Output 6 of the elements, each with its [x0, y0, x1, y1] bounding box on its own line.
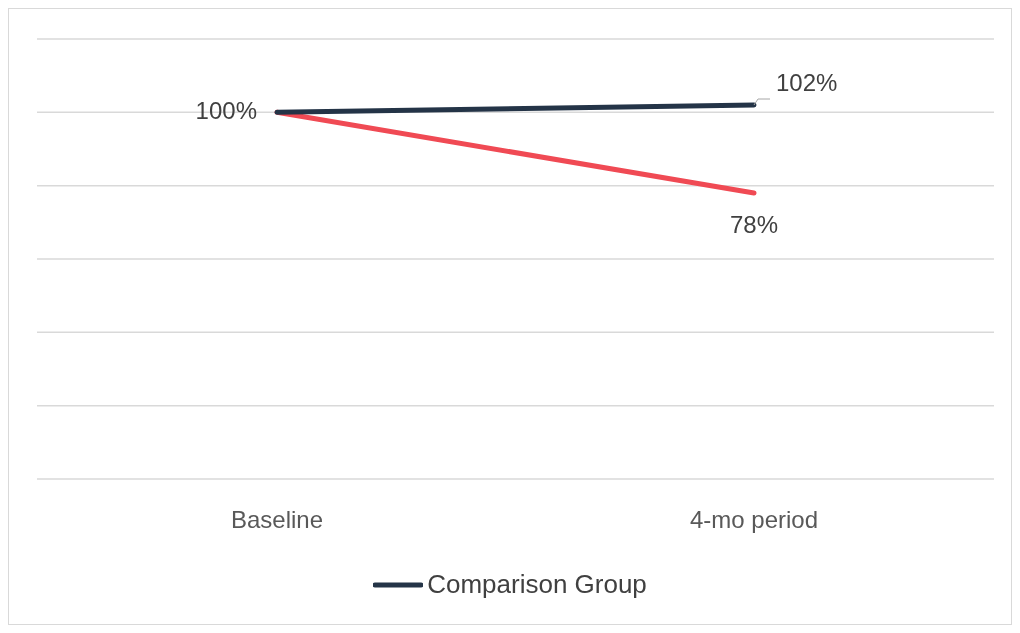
data-label: 78%	[729, 211, 779, 238]
legend-label: Comparison Group	[427, 569, 647, 600]
x-tick-label: Baseline	[230, 506, 324, 534]
x-tick-label: 4-mo period	[689, 506, 819, 534]
data-label: 102%	[776, 69, 838, 96]
data-label: 100%	[195, 97, 257, 125]
